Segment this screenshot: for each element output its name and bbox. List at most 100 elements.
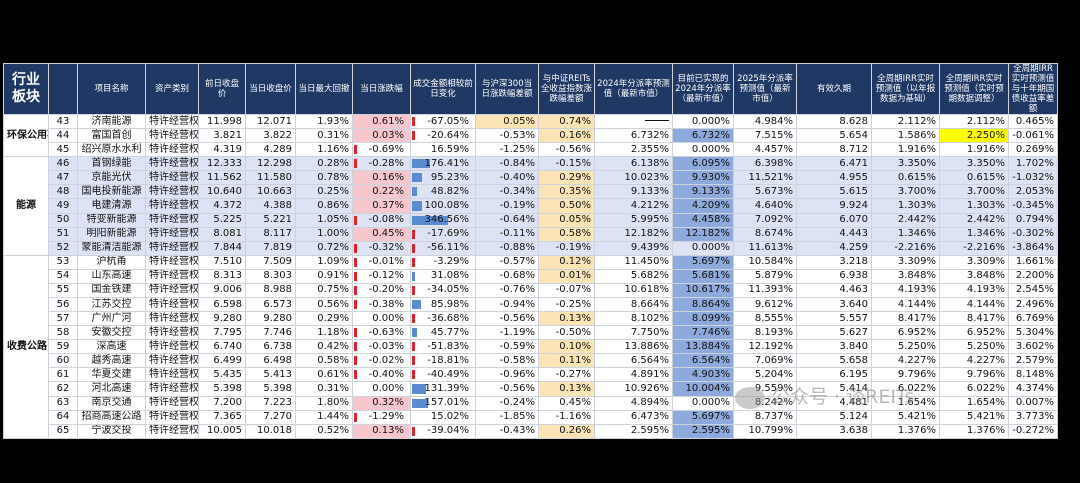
cell-volume-change: -36.68% [410, 311, 476, 327]
cell-2024-realized: 0.000% [672, 240, 734, 256]
cell-index: 63 [48, 395, 78, 411]
cell-reits-diff: -0.07% [538, 282, 595, 299]
cell-prev-close: 9.006 [198, 282, 246, 299]
cell-drawdown: 0.56% [295, 297, 353, 313]
cell-reits-diff: 0.16% [538, 128, 595, 144]
cell-2024-forecast: 8.102% [594, 311, 673, 327]
cell-change: 0.32% [352, 395, 411, 411]
cell-index: 47 [48, 170, 78, 186]
cell-close: 6.738 [245, 339, 296, 355]
cell-duration: 9.924 [796, 198, 872, 214]
neg-marker [412, 117, 415, 127]
cell-2024-forecast: 6.564% [594, 353, 673, 369]
cell-2025-forecast: 5.204% [733, 367, 797, 383]
neg-marker [412, 314, 415, 324]
cell-prev-close: 7.510 [198, 254, 246, 270]
header-2025-forecast: 2025年分派率预测值（最新市值） [733, 63, 797, 115]
cell-type: 特许经营权 [145, 142, 199, 158]
cell-prev-close: 9.280 [198, 311, 246, 327]
cell-type: 特许经营权 [145, 282, 199, 299]
cell-irr-annual: 6.952% [871, 325, 940, 341]
cell-change: 0.37% [352, 198, 411, 214]
cell-change-value: -1.29% [368, 411, 404, 423]
cell-irr-spread: 3.602% [1008, 339, 1058, 355]
cell-volume-value: 45.77% [430, 326, 469, 338]
cell-volume-change: -20.64% [410, 128, 476, 144]
cell-duration: 3.638 [796, 423, 872, 440]
cell-irr-realtime: 8.417% [939, 311, 1009, 327]
cell-volume-change: 131.39% [410, 381, 476, 397]
cell-duration: 5.414 [796, 381, 872, 397]
cell-change: -0.12% [352, 268, 411, 284]
cell-2024-realized: 2.595% [672, 423, 734, 440]
cell-close: 10.018 [245, 423, 296, 440]
cell-prev-close: 8.081 [198, 226, 246, 242]
cell-reits-diff: 0.58% [538, 226, 595, 242]
cell-2025-forecast: 5.879% [733, 268, 797, 284]
cell-change-value: -0.01% [368, 256, 404, 268]
cell-hs300-diff: -0.58% [475, 353, 539, 369]
table-row: 44 富国首创 特许经营权 3.821 3.822 0.31% 0.03% -20.64% -0… [4, 128, 1058, 144]
neg-marker [354, 257, 357, 267]
cell-hs300-diff: -0.34% [475, 184, 539, 200]
cell-change-value: 0.61% [372, 115, 404, 127]
cell-close: 4.388 [245, 198, 296, 214]
cell-2024-realized: 9.133% [672, 184, 734, 200]
cell-2024-forecast: 7.750% [594, 325, 673, 341]
cell-volume-change: -51.83% [410, 339, 476, 355]
neg-marker [354, 271, 357, 281]
cell-hs300-diff: -0.59% [475, 339, 539, 355]
cell-irr-annual: 5.250% [871, 339, 940, 355]
cell-hs300-diff: -1.85% [475, 409, 539, 425]
cell-drawdown: 0.28% [295, 156, 353, 172]
cell-irr-annual: 1.376% [871, 423, 940, 440]
header-prev-close: 前日收盘价 [198, 63, 246, 115]
cell-close: 8.117 [245, 226, 296, 242]
cell-2025-forecast: 11.613% [733, 240, 797, 256]
cell-irr-annual: 1.654% [871, 395, 940, 411]
cell-index: 64 [48, 409, 78, 425]
cell-volume-value: 15.02% [430, 411, 469, 423]
table-row: 45 绍兴原水水利 特许经营权 4.319 4.289 1.16% -0.69% 16.59%… [4, 142, 1058, 158]
cell-name: 蒙能清洁能源 [77, 240, 146, 256]
cell-irr-realtime: 1.654% [939, 395, 1009, 411]
cell-volume-value: 85.98% [430, 298, 469, 310]
cell-index: 45 [48, 142, 78, 158]
neg-marker [412, 342, 415, 352]
cell-close: 5.413 [245, 367, 296, 383]
cell-name: 电建清源 [77, 198, 146, 214]
cell-irr-spread: -3.864% [1008, 240, 1058, 256]
volume-bar [412, 159, 430, 169]
cell-change-value: 0.00% [372, 383, 404, 395]
cell-name: 沪杭甬 [77, 254, 146, 270]
cell-change: -0.63% [352, 325, 411, 341]
cell-duration: 5.627 [796, 325, 872, 341]
cell-irr-annual: 3.700% [871, 184, 940, 200]
cell-irr-annual: 1.586% [871, 128, 940, 144]
cell-volume-change: -40.49% [410, 367, 476, 383]
cell-change: -0.03% [352, 339, 411, 355]
cell-irr-spread: 8.148% [1008, 367, 1058, 383]
cell-hs300-diff: -0.43% [475, 423, 539, 440]
cell-irr-spread: 5.304% [1008, 325, 1058, 341]
cell-irr-spread: 2.496% [1008, 297, 1058, 313]
cell-2025-forecast: 4.457% [733, 142, 797, 158]
table-row: 59 深高速 特许经营权 6.740 6.738 0.42% -0.03% -51.83% -0… [4, 339, 1058, 355]
cell-drawdown: 1.18% [295, 325, 353, 341]
cell-index: 44 [48, 128, 78, 144]
cell-irr-annual: 2.112% [871, 113, 940, 130]
cell-reits-diff: 0.01% [538, 268, 595, 284]
cell-type: 特许经营权 [145, 395, 199, 411]
cell-change-value: 0.16% [372, 171, 404, 183]
table-row: 49 电建清源 特许经营权 4.372 4.388 0.86% 0.37% 100.08% -0… [4, 198, 1058, 214]
cell-2024-forecast [594, 113, 673, 130]
cell-irr-annual: 6.022% [871, 381, 940, 397]
cell-drawdown: 1.00% [295, 226, 353, 242]
cell-change: -0.02% [352, 353, 411, 369]
cell-duration: 4.955 [796, 170, 872, 186]
cell-volume-value: -17.69% [427, 228, 469, 240]
cell-name: 安徽交控 [77, 325, 146, 341]
cell-close: 9.280 [245, 311, 296, 327]
table-row: 62 河北高速 特许经营权 5.398 5.398 0.31% 0.00% 131.39% -0… [4, 381, 1058, 397]
cell-irr-spread: 1.661% [1008, 254, 1058, 270]
